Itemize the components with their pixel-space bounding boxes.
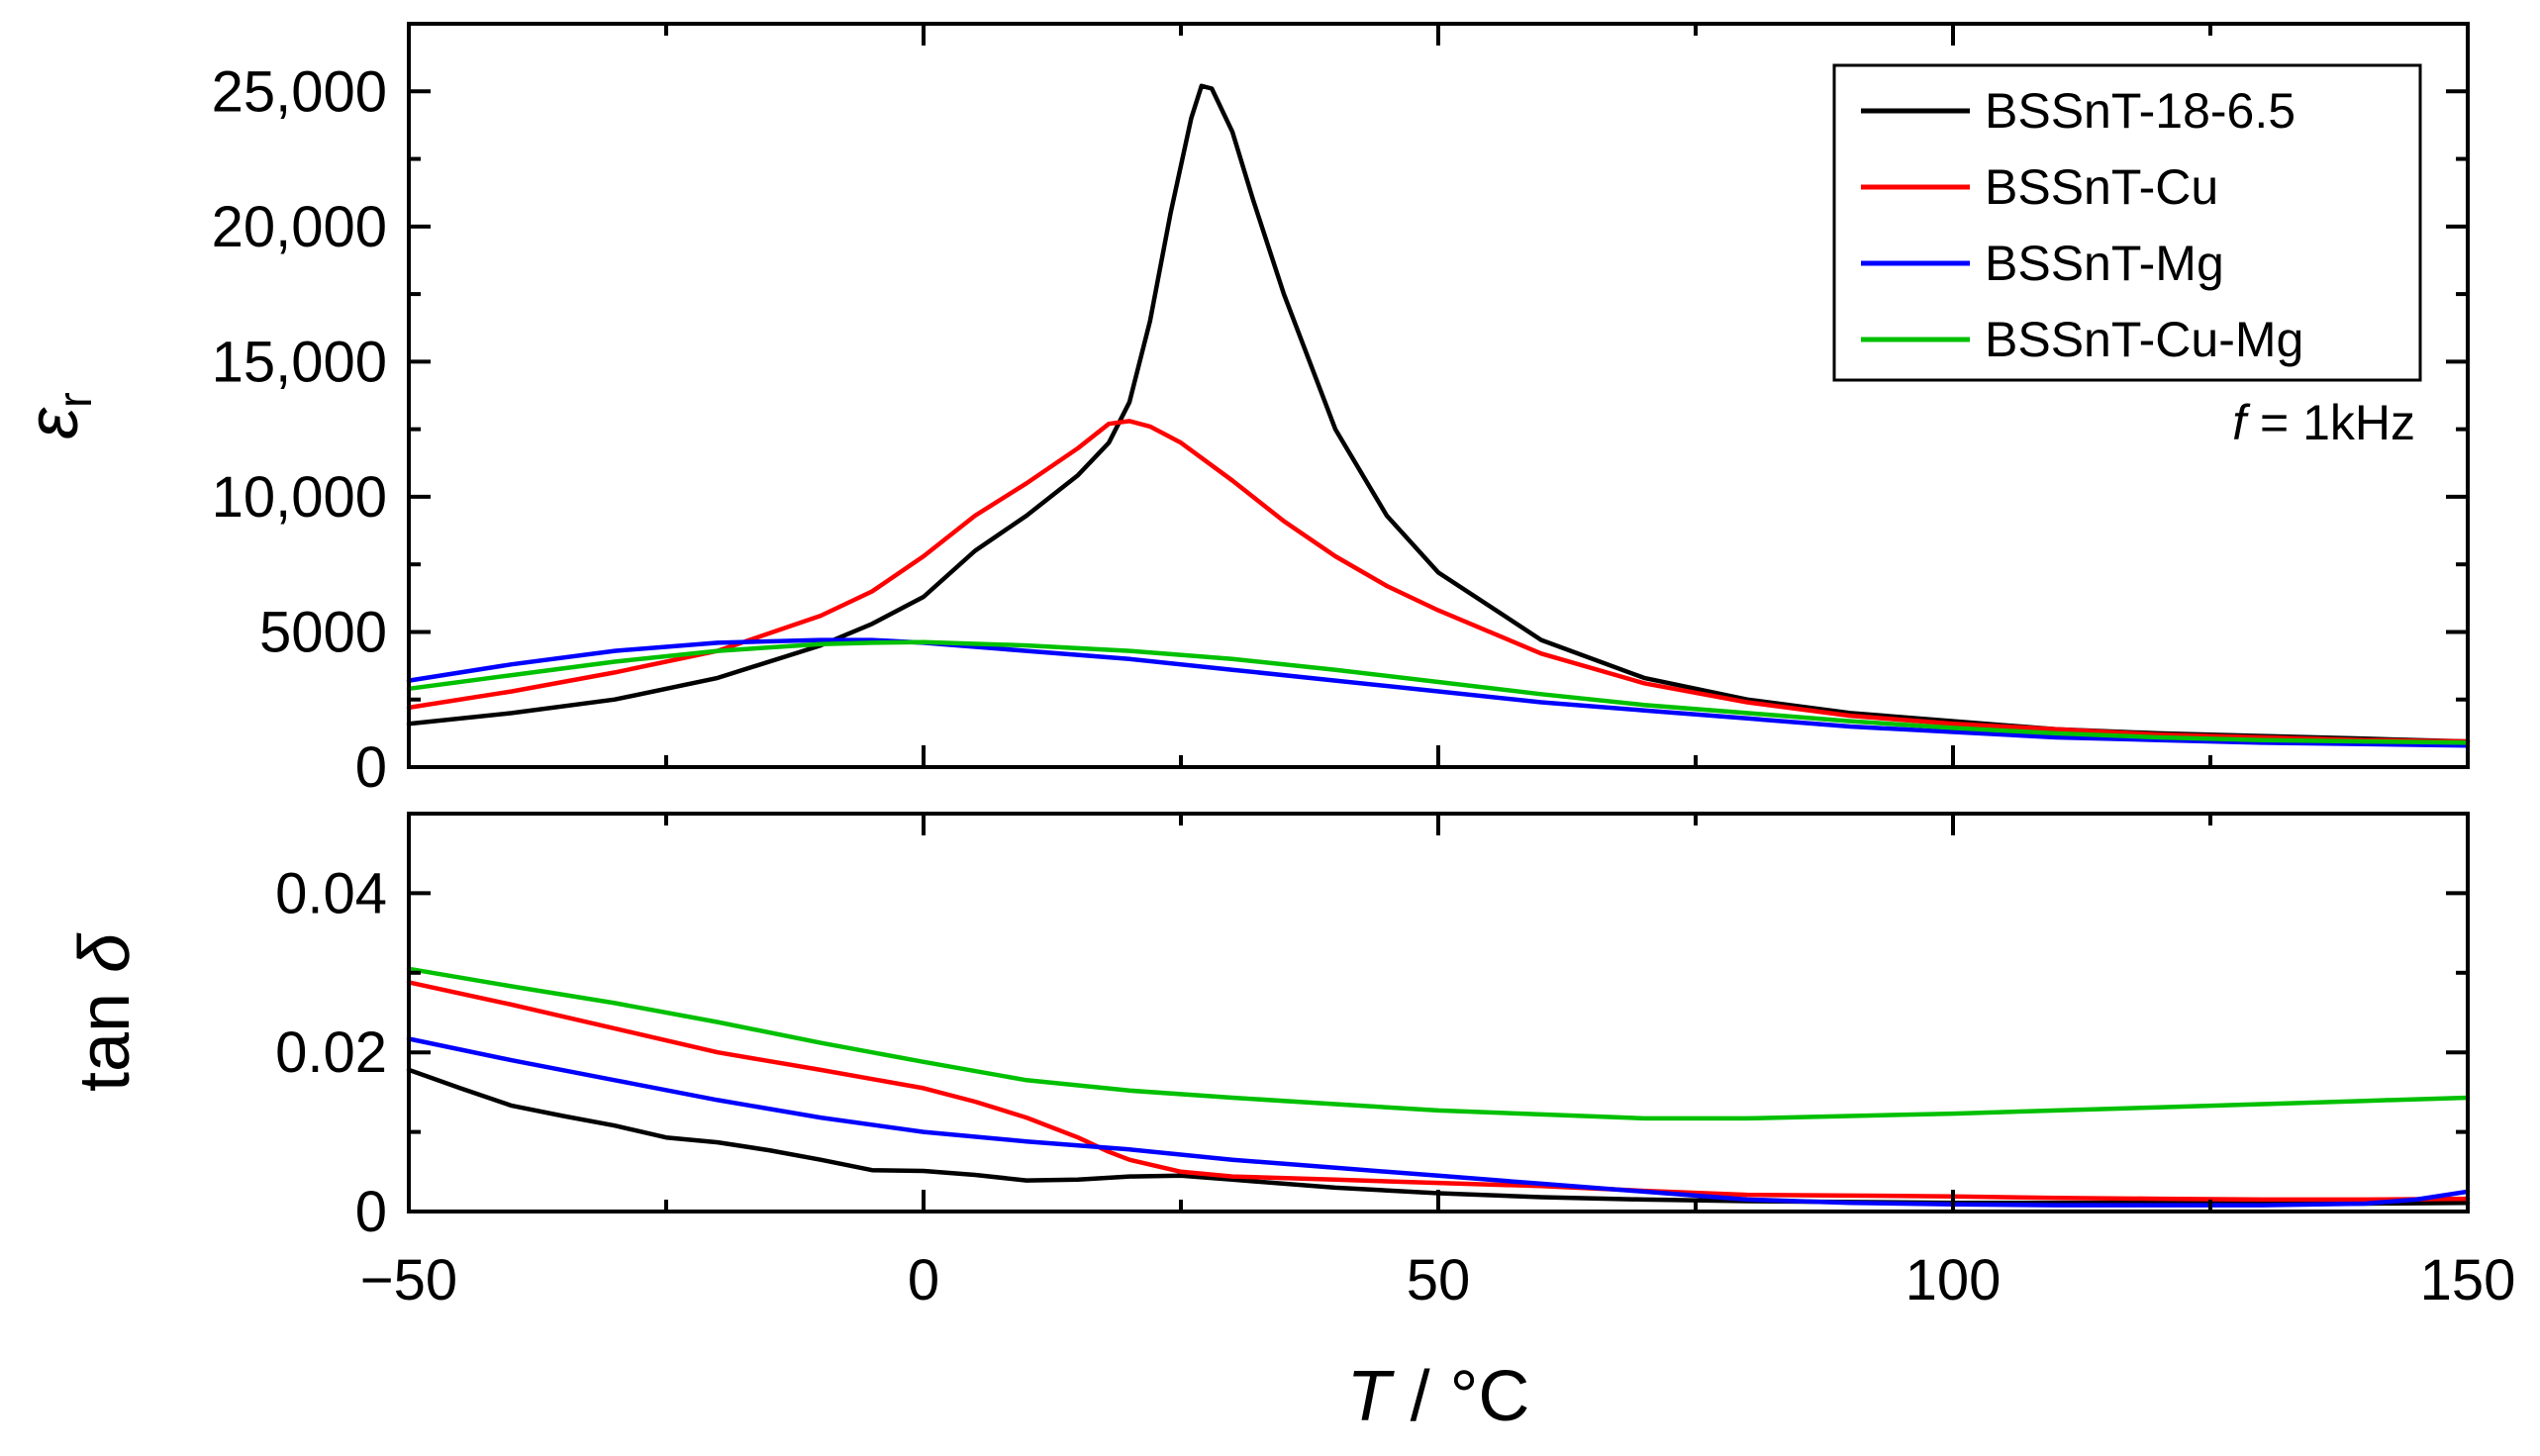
x-tick-label: −50 [360,1248,457,1312]
loss-tangent-line-bssnt-cu-mg [406,966,2471,1121]
legend-box [1832,63,2422,382]
frequency-value: = 1kHz [2246,395,2415,450]
temperature-symbol: T [1347,1357,1396,1436]
delta-symbol: δ [65,932,145,973]
permittivity-y-tick-label: 10,000 [212,465,387,530]
loss-tangent-plot-frame [407,812,2470,1213]
x-tick-label: 0 [908,1248,939,1312]
legend-label-bssnt-cu: BSSnT-Cu [1985,159,2218,215]
loss-tangent-series-group [406,966,2471,1208]
loss-tangent-y-tick-label: 0.02 [275,1020,387,1085]
legend-label-bssnt-18-6-5: BSSnT-18-6.5 [1985,83,2296,139]
permittivity-panel: 0 5000 10,000 15,000 20,000 25,000 εr BSSnT-1… [14,22,2471,800]
loss-tangent-line-bssnt-mg [406,1036,2471,1208]
loss-tangent-y-tick-label: 0 [355,1180,387,1244]
permittivity-y-tick-label: 0 [355,735,387,800]
permittivity-plot-frame [407,22,2470,769]
x-axis-label: T / °C [1347,1357,1530,1436]
permittivity-line-bssnt-18-6-5 [406,83,2471,744]
loss-tangent-y-axis-label: tan δ [65,932,145,1092]
permittivity-y-axis-label: εr [14,392,102,439]
legend-label-bssnt-mg: BSSnT-Mg [1985,236,2224,291]
epsilon-symbol: ε [14,407,93,439]
tan-label: tan [65,973,145,1092]
legend-label-bssnt-cu-mg: BSSnT-Cu-Mg [1985,312,2303,367]
x-tick-label: 100 [1905,1248,2002,1312]
permittivity-y-tick-label: 15,000 [212,330,387,394]
frequency-annotation: f = 1kHz [2232,395,2415,450]
x-tick-label: 150 [2420,1248,2516,1312]
legend-items: BSSnT-18-6.5 BSSnT-Cu BSSnT-Mg BSSnT-Cu-Mg [1861,83,2303,367]
permittivity-y-tick-label: 5000 [259,600,387,664]
permittivity-line-bssnt-cu [406,419,2471,744]
permittivity-series-group [406,83,2471,748]
legend: BSSnT-18-6.5 BSSnT-Cu BSSnT-Mg BSSnT-Cu-Mg [1832,63,2422,382]
permittivity-y-tick-label: 25,000 [212,59,387,124]
permittivity-line-bssnt-cu-mg [406,639,2471,745]
permittivity-line-bssnt-mg [406,637,2471,748]
loss-tangent-line-bssnt-cu [406,980,2471,1203]
permittivity-y-tick-label: 20,000 [212,195,387,259]
epsilon-subscript: r [49,392,102,408]
x-tick-label: 50 [1407,1248,1471,1312]
loss-tangent-y-tick-label: 0.04 [275,861,387,925]
temperature-unit: / °C [1391,1357,1530,1436]
